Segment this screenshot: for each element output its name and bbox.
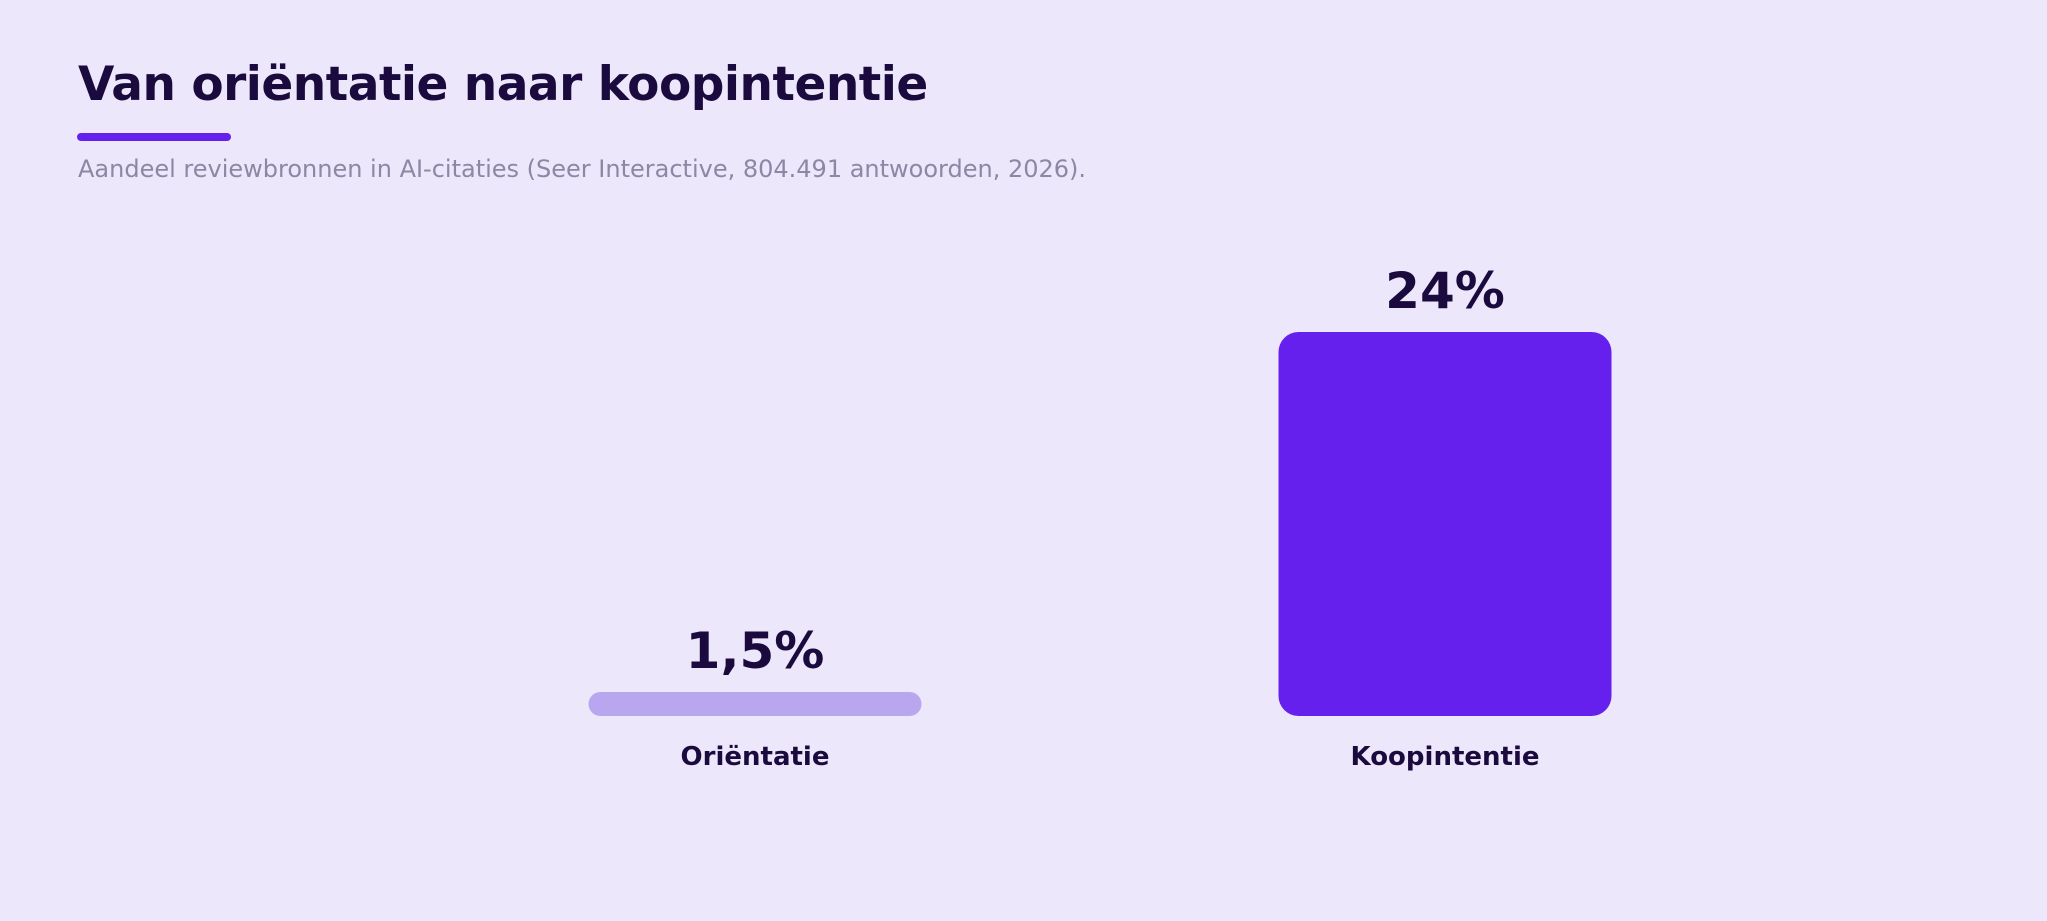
category-label-orientatie: Oriëntatie bbox=[681, 742, 830, 772]
chart-title: Van oriëntatie naar koopintentie bbox=[78, 57, 928, 112]
value-label-orientatie: 1,5% bbox=[686, 622, 825, 680]
value-label-koopintentie: 24% bbox=[1385, 262, 1505, 320]
bar-koopintentie bbox=[1278, 332, 1612, 716]
chart-subtitle: Aandeel reviewbronnen in AI-citaties (Se… bbox=[78, 155, 1087, 183]
category-label-koopintentie: Koopintentie bbox=[1351, 742, 1540, 772]
title-accent-line bbox=[77, 133, 231, 141]
bar-orientatie bbox=[588, 692, 922, 716]
